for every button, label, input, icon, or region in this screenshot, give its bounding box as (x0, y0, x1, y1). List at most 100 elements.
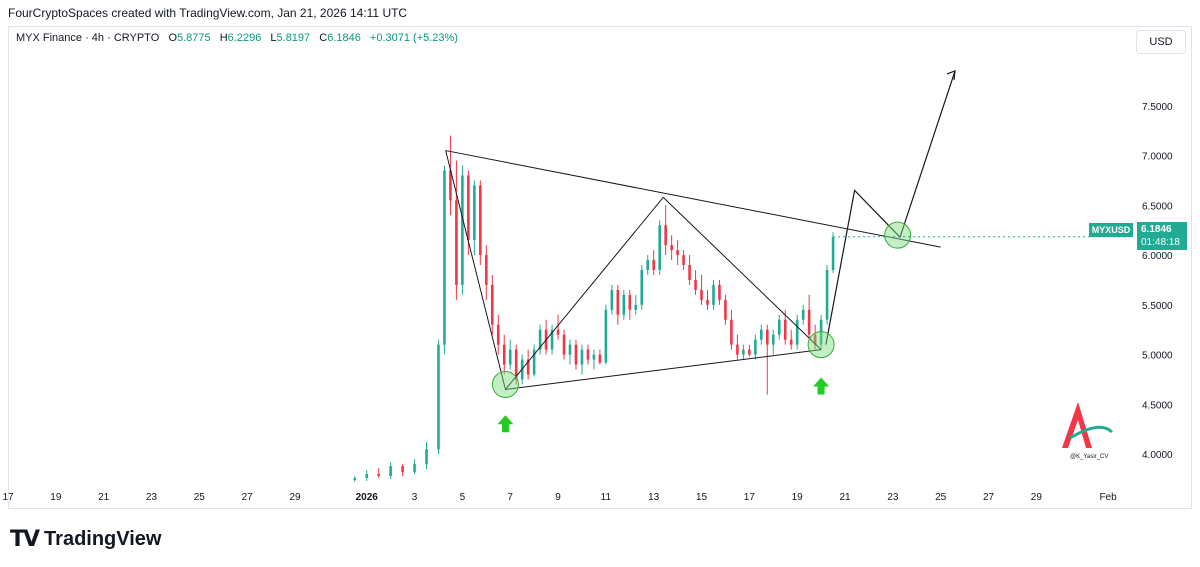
candle-body (724, 299, 727, 320)
candle-body (449, 170, 452, 201)
x-tick-label: 25 (935, 492, 947, 503)
candle-body (742, 349, 745, 355)
legend-close-label: C (319, 32, 328, 44)
x-tick-label: 9 (555, 492, 561, 503)
watermark-swoosh-icon (1069, 425, 1114, 440)
candle-body (694, 279, 697, 290)
projection-arrowhead-icon (946, 70, 956, 80)
candle-body (748, 349, 751, 355)
candle-countdown: 01:48:18 (1141, 237, 1180, 248)
watermark-text: @K_Yasir_CV (1070, 454, 1108, 460)
x-tick-label: 27 (983, 492, 995, 503)
x-tick-label: 17 (744, 492, 756, 503)
legend-symbol: MYX Finance · 4h · CRYPTO (16, 32, 160, 44)
candle-body (676, 250, 679, 256)
candle-body (700, 289, 703, 300)
x-tick-label: 11 (601, 492, 612, 503)
candle-body (526, 359, 530, 375)
candle-body (532, 349, 536, 375)
candle-body (377, 474, 380, 477)
highlight-circle (491, 370, 519, 398)
legend-close-value: 6.1846 (327, 32, 361, 44)
ohlc-legend: MYX Finance · 4h · CRYPTO O5.8775 H6.229… (16, 32, 458, 44)
projection-path (825, 70, 956, 345)
y-tick-label: 7.0000 (1142, 152, 1173, 163)
x-tick-label: 2026 (356, 492, 379, 503)
legend-low-label: L (270, 32, 277, 44)
symbol-price-label: MYXUSD (1089, 223, 1133, 237)
y-tick-label: 4.0000 (1142, 450, 1173, 461)
candle-body (819, 319, 823, 345)
candle-body (760, 329, 763, 340)
candle-body (592, 354, 596, 360)
tradingview-wordmark: TradingView (44, 527, 162, 550)
candle-body (646, 260, 650, 270)
candle-body (831, 237, 835, 270)
tradingview-mark-icon: 𝗧𝗩 (10, 526, 40, 551)
triangle-upper-trendline (445, 150, 941, 248)
candle-body (610, 289, 614, 310)
wave-zigzag-line (445, 150, 822, 391)
x-tick-label: 19 (792, 492, 804, 503)
candle-body (574, 344, 578, 365)
x-tick-label: 27 (242, 492, 254, 503)
x-tick-label: 23 (887, 492, 899, 503)
last-price-badge: 6.1846 01:48:18 (1137, 222, 1187, 250)
candle-body (401, 466, 404, 473)
x-tick-label: 29 (289, 492, 301, 503)
candle-body (670, 245, 673, 251)
candle-body (353, 478, 357, 481)
candle-body (622, 294, 626, 315)
candle-body (568, 344, 572, 355)
x-tick-label: 17 (2, 492, 14, 503)
candle-body (652, 260, 656, 270)
y-tick-label: 6.5000 (1142, 201, 1173, 212)
x-tick-label: 23 (146, 492, 158, 503)
candle-body (736, 344, 739, 355)
candle-body (538, 329, 542, 350)
highlight-circle (807, 331, 835, 359)
candle-body (586, 349, 590, 360)
candle-body (496, 324, 500, 345)
x-tick-label: Feb (1099, 492, 1117, 503)
candle-body (455, 200, 458, 285)
candle-body (514, 349, 518, 380)
candle-body (640, 270, 644, 305)
candle-body (437, 344, 440, 450)
candle-body (461, 175, 464, 285)
candle-body (616, 289, 620, 315)
up-arrow-icon (497, 415, 514, 433)
tradingview-logo[interactable]: 𝗧𝗩 TradingView (10, 526, 162, 552)
last-price-value: 6.1846 (1141, 224, 1172, 235)
candle-body (598, 354, 602, 363)
candle-body (730, 319, 733, 345)
candle-body (771, 334, 775, 345)
candle-body (562, 334, 566, 355)
candle-body (813, 334, 817, 345)
x-tick-label: 15 (696, 492, 708, 503)
y-tick-label: 6.0000 (1142, 251, 1173, 262)
x-tick-label: 7 (507, 492, 513, 503)
candle-body (712, 284, 715, 305)
candle-body (604, 309, 608, 363)
candle-body (718, 284, 721, 300)
watermark-logo-icon (1062, 402, 1092, 448)
candle-body (502, 344, 506, 365)
chart-frame (8, 26, 1192, 509)
candle-body (706, 299, 709, 305)
candle-body (479, 185, 482, 256)
candle-body (754, 339, 757, 355)
x-tick-label: 29 (1031, 492, 1043, 503)
candle-body (556, 329, 560, 335)
candle-body (801, 309, 805, 320)
legend-high-label: H (219, 32, 228, 44)
triangle-lower-trendline (505, 349, 822, 390)
x-tick-label: 13 (648, 492, 660, 503)
candle-body (765, 329, 769, 345)
chart-credit: FourCryptoSpaces created with TradingVie… (8, 6, 408, 20)
candle-body (473, 185, 476, 241)
currency-button[interactable]: USD (1136, 30, 1186, 54)
candle-body (795, 319, 799, 345)
candle-body (783, 319, 787, 340)
